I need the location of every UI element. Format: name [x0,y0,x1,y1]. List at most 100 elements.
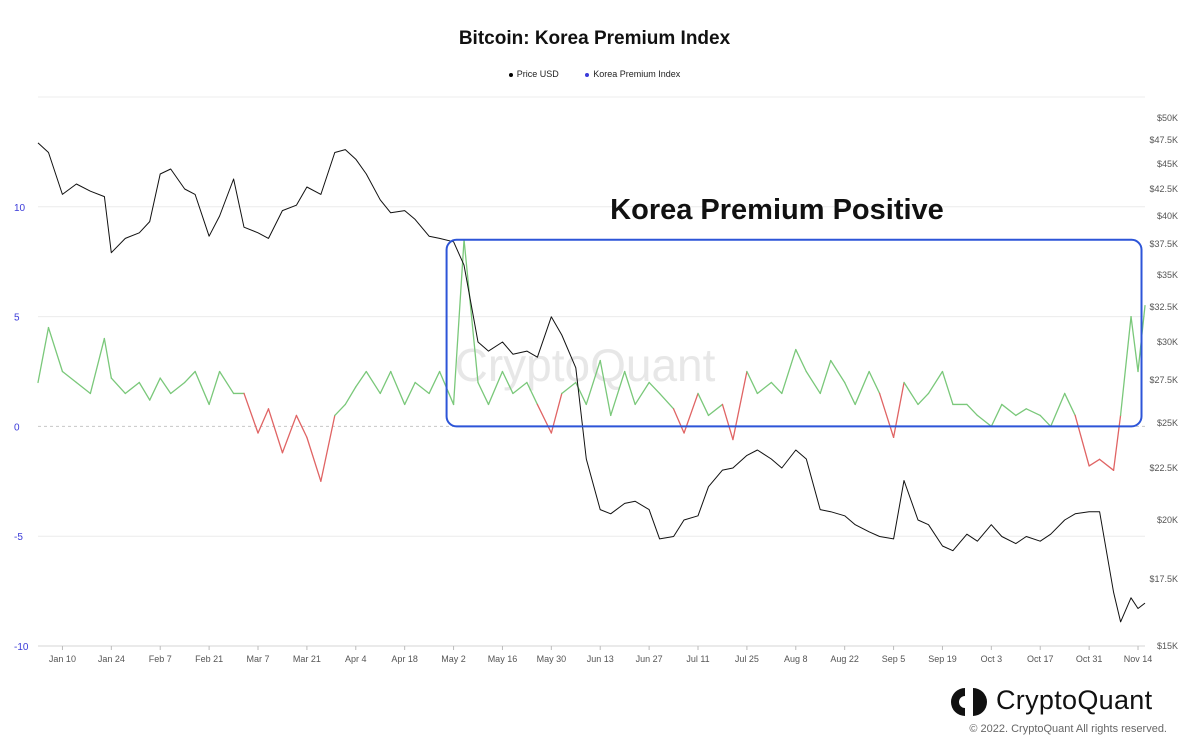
y-right-tick-0: $15K [1157,641,1178,651]
x-tick-13: Jul 11 [686,654,709,664]
premium-segment-87 [1088,458,1101,467]
premium-segment-35 [452,239,465,406]
x-tick-12: Jun 27 [636,654,663,664]
premium-segment-10 [149,377,161,401]
premium-segment-82 [1025,408,1041,417]
y-left-tick-0: 10 [14,203,26,214]
premium-segment-33 [428,370,441,395]
premium-segment-84 [1050,392,1066,428]
premium-segment-32 [414,381,430,395]
y-right-tick-6: $30K [1157,337,1178,347]
premium-segment-4 [75,381,92,395]
premium-segment-85 [1064,392,1076,417]
premium-segment-78 [976,414,992,428]
y-right-tick-9: $37.5K [1149,239,1178,249]
premium-segment-7 [110,377,126,395]
premium-segment-15 [208,370,221,406]
premium-segment-90 [1119,315,1132,417]
premium-segment-14 [194,370,210,406]
premium-segment-44 [561,381,577,395]
x-tick-14: Jul 25 [735,654,759,664]
annotation-label: Korea Premium Positive [610,194,944,226]
legend-dot-price [508,72,513,77]
premium-segment-21 [281,414,298,454]
premium-segment-13 [184,370,196,384]
x-tick-18: Sep 19 [928,654,957,664]
premium-segment-16 [218,370,235,395]
premium-segment-77 [966,403,979,417]
premium-segment-8 [124,381,140,395]
y-right-tick-11: $42.5K [1149,184,1178,194]
legend-item-premium[interactable]: Korea Premium Index [585,69,680,79]
premium-segment-52 [658,392,675,410]
price-line [37,142,1146,623]
premium-segment-68 [854,370,870,406]
x-tick-22: Nov 14 [1124,654,1153,664]
y-left-tick-3: -5 [14,532,23,543]
chart-legend: Price USD Korea Premium Index [0,69,1189,79]
premium-segment-75 [941,370,954,406]
premium-segment-66 [830,359,846,384]
x-tick-15: Aug 8 [784,654,808,664]
premium-segment-83 [1039,414,1052,428]
premium-segment-47 [599,359,612,417]
y-right-tick-13: $47.5K [1149,135,1178,145]
premium-segment-19 [257,408,270,434]
x-tick-8: May 2 [441,654,466,664]
y-right-tick-1: $17.5K [1149,574,1178,584]
premium-segment-37 [477,381,490,406]
premium-segment-74 [927,370,944,395]
premium-segment-62 [781,348,797,395]
premium-segment-70 [878,392,895,439]
x-tick-17: Sep 5 [882,654,906,664]
y-right-tick-10: $40K [1157,211,1178,221]
premium-segment-64 [805,370,821,395]
premium-segment-31 [404,381,416,406]
annotation-rect [445,238,1143,428]
premium-segment-50 [634,381,650,406]
y-right-tick-14: $50K [1157,113,1178,123]
premium-segment-18 [243,392,259,434]
brand-name: CryptoQuant [996,685,1153,715]
premium-segment-20 [267,408,284,454]
y-left-tick-4: -10 [14,642,29,653]
x-tick-0: Jan 10 [49,654,76,664]
premium-segment-89 [1112,414,1122,471]
y-axis-right: $15K $17.5K $20K $22.5K $25K $27.5K $30K $32.5K… [1149,113,1178,651]
premium-segment-11 [159,377,172,395]
premium-segment-58 [732,370,748,441]
y-axis-left: 10 5 0 -5 -10 [14,203,29,653]
x-tick-1: Jan 24 [98,654,125,664]
legend-item-price[interactable]: Price USD [508,69,559,79]
premium-segment-91 [1130,315,1139,373]
premium-segment-61 [770,381,783,395]
series-price-usd [37,142,1146,623]
premium-segment-71 [892,381,905,439]
premium-segment-69 [868,370,881,395]
premium-segment-67 [844,381,856,406]
premium-segment-36 [463,239,479,384]
premium-segment-65 [819,359,832,395]
premium-segment-3 [61,370,78,384]
x-tick-11: Jun 13 [587,654,614,664]
premium-segment-23 [306,436,322,482]
x-tick-2: Feb 7 [149,654,172,664]
y-right-tick-5: $27.5K [1149,375,1178,385]
x-tick-4: Mar 7 [246,654,269,664]
premium-segment-80 [1001,403,1017,417]
premium-segment-56 [707,403,724,417]
x-tick-7: Apr 18 [391,654,418,664]
x-tick-16: Aug 22 [830,654,859,664]
x-tick-6: Apr 4 [345,654,367,664]
x-tick-5: Mar 21 [293,654,321,664]
premium-segment-41 [526,381,539,406]
premium-segment-49 [624,370,636,406]
premium-segment-9 [138,381,151,401]
cryptoquant-logo-icon [951,688,987,716]
premium-segment-25 [334,403,346,417]
premium-segment-22 [295,414,308,439]
y-right-tick-7: $32.5K [1149,302,1178,312]
x-tick-20: Oct 17 [1027,654,1054,664]
chart-title: Bitcoin: Korea Premium Index [458,28,731,49]
